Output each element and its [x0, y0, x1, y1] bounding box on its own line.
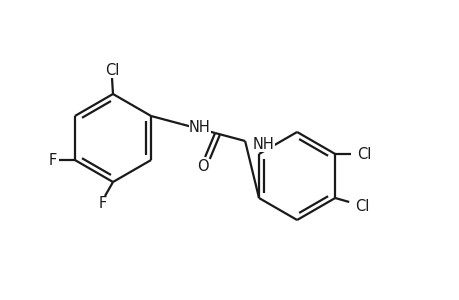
Text: NH: NH — [252, 136, 274, 152]
Text: O: O — [197, 158, 208, 173]
Text: Cl: Cl — [354, 199, 369, 214]
Text: NH: NH — [189, 119, 210, 134]
Text: Cl: Cl — [357, 146, 371, 161]
Text: F: F — [49, 152, 57, 167]
Text: Cl: Cl — [105, 62, 119, 77]
Text: F: F — [99, 196, 107, 211]
